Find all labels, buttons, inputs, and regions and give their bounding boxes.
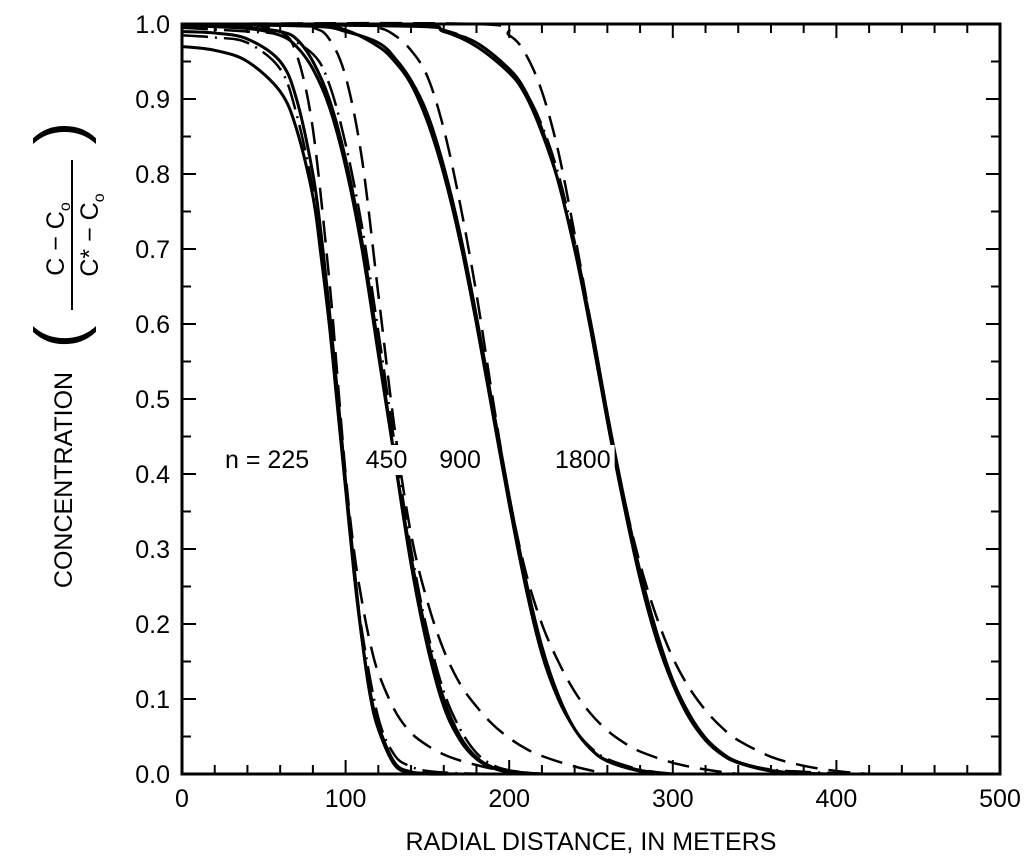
y-fraction-denominator: C* − Co — [76, 193, 108, 276]
y-tick-label: 0.8 — [135, 161, 170, 189]
curve-label-text: 450 — [366, 446, 408, 474]
curve-label-text: 900 — [439, 446, 481, 474]
series-line-solid-9 — [181, 22, 673, 776]
x-tick-label: 300 — [652, 785, 694, 813]
tick-labels: 0 100 200 300 400 500 0.0 0.1 0.2 0.3 0.4 0.5 0.6 0.7… — [135, 11, 1021, 813]
y-tick-label: 0.0 — [135, 761, 170, 789]
series-line-dashdot-3 — [181, 34, 510, 776]
series-line-dash-14 — [181, 21, 870, 776]
curve-label-bg — [551, 445, 615, 475]
series-line-dashdot-11 — [181, 22, 673, 776]
x-tick-label: 0 — [175, 785, 189, 813]
x-tick-label: 200 — [488, 785, 530, 813]
y-axis-title: CONCENTRATION — [50, 372, 78, 588]
series-line-dash-2 — [181, 22, 543, 776]
y-fraction-right-paren: ) — [21, 122, 97, 145]
series-line-solid-4 — [181, 22, 543, 776]
y-tick-label: 0.3 — [135, 536, 170, 564]
series-line-dashdot-7 — [181, 26, 543, 776]
y-tick-label: 0.7 — [135, 236, 170, 264]
y-fraction-numerator: C − Co — [42, 202, 74, 276]
y-tick-label: 0.9 — [135, 86, 170, 114]
y-tick-label: 0.2 — [135, 611, 170, 639]
y-tick-label: 0.5 — [135, 386, 170, 414]
x-tick-label: 100 — [325, 785, 367, 813]
y-fraction-left-paren: ( — [21, 325, 97, 348]
y-tick-label: 0.6 — [135, 311, 170, 339]
y-tick-label: 0.4 — [135, 461, 170, 489]
series-line-solid-12 — [181, 22, 837, 776]
x-axis-title: RADIAL DISTANCE, IN METERS — [406, 828, 777, 856]
series-line-solid-1 — [181, 30, 461, 776]
curve-label: 1800 — [551, 445, 615, 475]
curve-label-bg — [361, 445, 412, 475]
series-line-dashdot-15 — [181, 22, 870, 776]
y-axis-title-group: CONCENTRATION ( C − Co C* − Co ) — [21, 122, 108, 588]
curve-label: n = 225 — [221, 445, 314, 475]
curve-label-text: n = 225 — [225, 446, 309, 474]
series-line-solid-5 — [181, 24, 543, 776]
y-axis-fraction: ( C − Co C* − Co ) — [21, 122, 108, 349]
y-tick-label: 1.0 — [135, 11, 170, 39]
curve-label-bg — [221, 445, 314, 475]
curve-label-bg — [435, 445, 485, 475]
series-line-solid-8 — [181, 22, 673, 776]
series-line-dash-6 — [181, 22, 608, 776]
curve-label: 450 — [361, 445, 412, 475]
series-line-dash-10 — [181, 22, 739, 776]
y-tick-label: 0.1 — [135, 686, 170, 714]
curve-label: 900 — [435, 445, 485, 475]
curve-labels: n = 225 450 900 1800 — [221, 445, 615, 475]
x-tick-label: 400 — [816, 785, 858, 813]
curve-label-text: 1800 — [555, 446, 611, 474]
curves-layer — [181, 21, 870, 776]
tick-marks — [181, 23, 1001, 775]
x-tick-label: 500 — [979, 785, 1021, 813]
